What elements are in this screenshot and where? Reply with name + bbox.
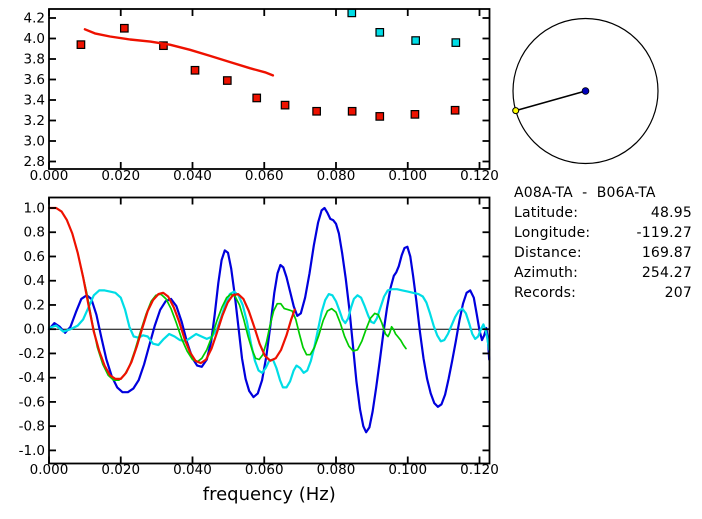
distance-value: 169.87 <box>641 245 692 261</box>
spectra-ytick-label: 0.4 <box>24 273 45 289</box>
info-row-latitude: Latitude: 48.95 <box>514 203 692 223</box>
spectra-xtick-label: 0.060 <box>245 462 284 478</box>
dispersion-ytick-label: 3.2 <box>24 113 45 129</box>
station-center-dot <box>581 87 590 95</box>
latitude-label: Latitude: <box>514 205 579 221</box>
azimuth-edge-dot <box>512 107 520 115</box>
info-row-distance: Distance: 169.87 <box>514 243 692 263</box>
series-red-spectrum <box>47 206 296 380</box>
spectra-xtick-label: 0.020 <box>101 462 140 478</box>
group-velocity-picks-point[interactable] <box>190 65 200 75</box>
alternate-picks-point[interactable] <box>375 28 385 37</box>
group-velocity-picks-point[interactable] <box>280 100 290 110</box>
series-group-velocity-picks <box>76 23 460 121</box>
spectra-ytick-label: 1.0 <box>24 201 45 217</box>
spectra-ytick-label: -0.4 <box>19 370 45 386</box>
alternate-picks-point[interactable] <box>411 36 420 45</box>
alternate-picks-point[interactable] <box>347 8 357 18</box>
group-velocity-picks-point[interactable] <box>76 40 86 50</box>
group-velocity-picks-point[interactable] <box>375 112 385 121</box>
dispersion-plot-area[interactable] <box>49 9 490 169</box>
dispersion-xtick-label: 0.020 <box>101 168 140 184</box>
series-cyan-spectrum <box>47 288 491 389</box>
group-velocity-picks-point[interactable] <box>222 76 232 85</box>
dispersion-xtick-label: 0.040 <box>173 168 212 184</box>
distance-label: Distance: <box>514 245 582 261</box>
spectra-ytick-label: -0.6 <box>19 394 45 410</box>
azimuth-value: 254.27 <box>641 265 692 281</box>
dispersion-ytick-label: 3.6 <box>24 72 45 88</box>
alternate-picks-point[interactable] <box>451 38 461 47</box>
spectra-xtick-label: 0.000 <box>30 462 69 478</box>
spectra-ytick-label: 0.2 <box>24 297 45 313</box>
group-velocity-picks-point[interactable] <box>159 41 168 51</box>
dispersion-xtick-label: 0.100 <box>388 168 427 184</box>
spectra-xtick-label: 0.120 <box>460 462 499 478</box>
longitude-label: Longitude: <box>514 225 591 241</box>
azimuth-circle <box>512 17 659 165</box>
station-pair-stats: Latitude: 48.95 Longitude: -119.27 Distance:… <box>514 203 692 303</box>
spectra-ytick-label: 0.0 <box>24 322 45 338</box>
dispersion-xtick-label: 0.000 <box>30 168 69 184</box>
info-row-azimuth: Azimuth: 254.27 <box>514 263 692 283</box>
dispersion-ytick-label: 3.0 <box>24 134 45 150</box>
records-label: Records: <box>514 285 576 301</box>
spectra-xtick-label: 0.100 <box>388 462 427 478</box>
records-value: 207 <box>664 285 692 301</box>
spectra-ytick-label: -1.0 <box>19 443 45 459</box>
station-pair-title: A08A-TA - B06A-TA <box>514 185 656 201</box>
group-velocity-picks-point[interactable] <box>119 23 129 33</box>
group-velocity-picks-point[interactable] <box>347 106 357 116</box>
spectra-xtick-label: 0.080 <box>317 462 356 478</box>
info-row-records: Records: 207 <box>514 283 692 303</box>
dispersion-xtick-label: 0.080 <box>317 168 356 184</box>
spectra-ytick-label: 0.6 <box>24 249 45 265</box>
spectra-frame <box>48 196 491 465</box>
group-velocity-picks-point[interactable] <box>252 93 262 103</box>
dispersion-ytick-label: 4.0 <box>24 31 45 47</box>
dispersion-xtick-label: 0.120 <box>460 168 499 184</box>
longitude-value: -119.27 <box>636 225 692 241</box>
latitude-value: 48.95 <box>650 205 692 221</box>
dispersion-ytick-label: 3.4 <box>24 93 45 109</box>
azimuth-line <box>515 90 586 112</box>
dispersion-ytick-label: 2.8 <box>24 154 45 170</box>
frequency-axis-label: frequency (Hz) <box>203 484 336 505</box>
series-blue-spectrum <box>47 206 491 434</box>
spectra-ytick-label: 0.8 <box>24 225 45 241</box>
azimuth-label: Azimuth: <box>514 265 579 281</box>
dispersion-frame <box>48 8 491 170</box>
group-velocity-picks-point[interactable] <box>410 109 420 119</box>
station-pair-info: A08A-TA - B06A-TA Latitude: 48.95 Longitud… <box>514 183 692 303</box>
dispersion-ytick-label: 3.8 <box>24 52 45 68</box>
spectra-xtick-label: 0.040 <box>173 462 212 478</box>
group-velocity-picks-point[interactable] <box>450 105 460 115</box>
series-reference-curve <box>83 28 275 77</box>
group-velocity-picks-point[interactable] <box>312 106 321 116</box>
dispersion-xtick-label: 0.060 <box>245 168 284 184</box>
azimuth-diagram <box>512 17 659 165</box>
spectra-ytick-label: -0.8 <box>19 419 45 435</box>
spectra-ytick-label: -0.2 <box>19 346 45 362</box>
info-row-longitude: Longitude: -119.27 <box>514 223 692 243</box>
dispersion-ytick-label: 4.2 <box>24 11 45 27</box>
